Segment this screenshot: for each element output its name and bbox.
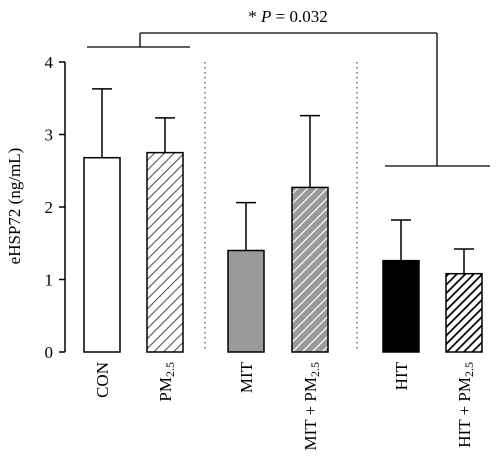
x-tick-label: PM2.5: [156, 362, 177, 402]
x-tick-label: MIT + PM2.5: [301, 362, 322, 451]
x-tick-label-subscript: 2.5: [462, 362, 476, 377]
x-tick-label-main: MIT: [237, 361, 256, 393]
p-value: = 0.032: [271, 7, 327, 26]
y-tick-label: 1: [45, 271, 54, 290]
bar: [227, 249, 265, 353]
significance-star: *: [248, 7, 261, 26]
x-tick-label: HIT: [392, 361, 411, 390]
x-tick-label-main: MIT + PM: [301, 377, 320, 451]
x-tick-label-main: HIT: [392, 361, 411, 390]
y-tick-label: 0: [45, 343, 54, 362]
p-value-annotation: * P = 0.032: [248, 7, 327, 26]
significance-annotation: * P = 0.032: [87, 7, 490, 167]
bar: [83, 156, 121, 353]
x-tick-label-main: HIT + PM: [455, 377, 474, 448]
x-tick-label-subscript: 2.5: [308, 362, 322, 377]
x-tick-label-main: CON: [93, 362, 112, 398]
bars: [83, 151, 483, 353]
y-tick-label: 2: [45, 198, 54, 217]
x-tick-label-subscript: 2.5: [163, 362, 177, 377]
error-bars: [92, 88, 474, 274]
x-tick-label: MIT: [237, 361, 256, 393]
bar: [445, 272, 483, 353]
y-axis-title: eHSP72 (ng/mL): [5, 148, 24, 265]
p-label: P: [260, 7, 271, 26]
group-separators: [204, 62, 358, 352]
y-tick-label: 3: [45, 126, 54, 145]
bar: [291, 186, 329, 353]
x-tick-label: CON: [93, 362, 112, 398]
x-tick-label: HIT + PM2.5: [455, 362, 476, 448]
y-ticks: 0 1 2 3 4: [45, 53, 65, 362]
bar: [382, 259, 420, 353]
x-tick-label-main: PM: [156, 377, 175, 402]
y-tick-label: 4: [45, 53, 54, 72]
bar: [146, 151, 184, 353]
